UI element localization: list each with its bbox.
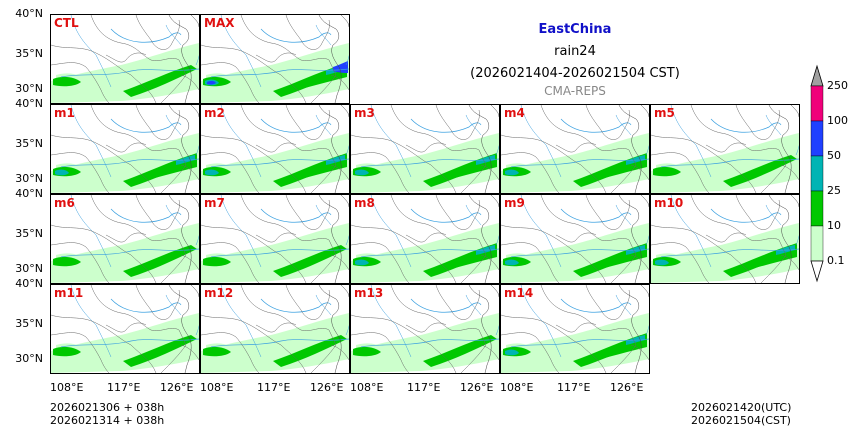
lat-tick-label: 30°N [15, 352, 43, 365]
panel-label: m2 [204, 106, 225, 120]
lat-tick-label: 35°N [15, 317, 43, 330]
lon-tick-label: 117°E [107, 381, 141, 394]
precip-map [351, 285, 499, 373]
panel-label: m14 [504, 286, 534, 300]
ensemble-panel: m3 [350, 104, 500, 194]
valid-time-cst: 2026021504(CST) [691, 414, 791, 427]
ensemble-panel: m5 [650, 104, 800, 194]
lat-tick-label: 30°N [15, 82, 43, 95]
lon-tick-label: 108°E [350, 381, 384, 394]
variable-title: rain24 [554, 44, 596, 59]
panel-label: m8 [354, 196, 375, 210]
precip-map [51, 15, 199, 103]
precip-map [501, 195, 649, 283]
colorbar-segment [810, 120, 824, 157]
ensemble-panel: m9 [500, 194, 650, 284]
colorbar-tick-label: 250 [827, 79, 848, 92]
precip-map [501, 285, 649, 373]
ensemble-panel: MAX [200, 14, 350, 104]
colorbar-segment [810, 155, 824, 192]
lon-tick-label: 108°E [500, 381, 534, 394]
ensemble-panel: m13 [350, 284, 500, 374]
lat-tick-label: 40°N [15, 97, 43, 110]
panel-label: m3 [354, 106, 375, 120]
lon-tick-label: 117°E [407, 381, 441, 394]
colorbar-segment [810, 190, 824, 227]
precip-map [201, 105, 349, 193]
colorbar-over-triangle [810, 64, 824, 87]
lon-tick-label: 126°E [310, 381, 344, 394]
panel-label: m5 [654, 106, 675, 120]
ensemble-panel: m12 [200, 284, 350, 374]
lat-tick-label: 40°N [15, 7, 43, 20]
init-time-cst: 2026021314 + 038h [50, 414, 165, 427]
panel-label: m6 [54, 196, 75, 210]
ensemble-panel: m4 [500, 104, 650, 194]
ensemble-panel: m7 [200, 194, 350, 284]
ensemble-panel: m1 [50, 104, 200, 194]
panel-label: m10 [654, 196, 684, 210]
precip-map [51, 195, 199, 283]
lat-tick-label: 30°N [15, 262, 43, 275]
precip-map [651, 105, 799, 193]
colorbar-tick-label: 25 [827, 184, 841, 197]
ensemble-panel: m2 [200, 104, 350, 194]
model-title: CMA-REPS [544, 84, 606, 98]
map-region-title: EastChina [538, 22, 612, 37]
panel-label: m7 [204, 196, 225, 210]
panel-label: m13 [354, 286, 384, 300]
colorbar-under-triangle [810, 260, 824, 283]
precip-map [201, 15, 349, 103]
ensemble-panel: CTL [50, 14, 200, 104]
period-title: (2026021404-2026021504 CST) [470, 66, 680, 81]
lat-tick-label: 35°N [15, 137, 43, 150]
ensemble-panel: m8 [350, 194, 500, 284]
panel-label: m4 [504, 106, 525, 120]
precip-map [51, 105, 199, 193]
panel-label: m11 [54, 286, 84, 300]
precip-map [201, 285, 349, 373]
ensemble-panel: m11 [50, 284, 200, 374]
lon-tick-label: 126°E [460, 381, 494, 394]
lon-tick-label: 117°E [257, 381, 291, 394]
ensemble-panel: m10 [650, 194, 800, 284]
colorbar-segment [810, 85, 824, 122]
precip-map [51, 285, 199, 373]
lat-tick-label: 40°N [15, 187, 43, 200]
panel-label: m9 [504, 196, 525, 210]
panel-label: CTL [54, 16, 79, 30]
lat-tick-label: 35°N [15, 47, 43, 60]
lon-tick-label: 108°E [50, 381, 84, 394]
colorbar-tick-label: 100 [827, 114, 848, 127]
lon-tick-label: 126°E [610, 381, 644, 394]
lat-tick-label: 40°N [15, 277, 43, 290]
lon-tick-label: 108°E [200, 381, 234, 394]
precip-map [501, 105, 649, 193]
precip-map [351, 105, 499, 193]
precip-map [201, 195, 349, 283]
panel-label: m1 [54, 106, 75, 120]
lat-tick-label: 35°N [15, 227, 43, 240]
precip-colorbar [810, 64, 824, 283]
precip-map [651, 195, 799, 283]
panel-label: m12 [204, 286, 234, 300]
ensemble-panel: m14 [500, 284, 650, 374]
colorbar-tick-label: 10 [827, 219, 841, 232]
init-time-utc: 2026021306 + 038h [50, 401, 165, 414]
panel-label: MAX [204, 16, 235, 30]
colorbar-tick-label: 50 [827, 149, 841, 162]
valid-time-utc: 2026021420(UTC) [691, 401, 792, 414]
lon-tick-label: 126°E [160, 381, 194, 394]
lat-tick-label: 30°N [15, 172, 43, 185]
lon-tick-label: 117°E [557, 381, 591, 394]
colorbar-segment [810, 225, 824, 262]
ensemble-panel: m6 [50, 194, 200, 284]
precip-map [351, 195, 499, 283]
colorbar-tick-label: 0.1 [827, 254, 845, 267]
